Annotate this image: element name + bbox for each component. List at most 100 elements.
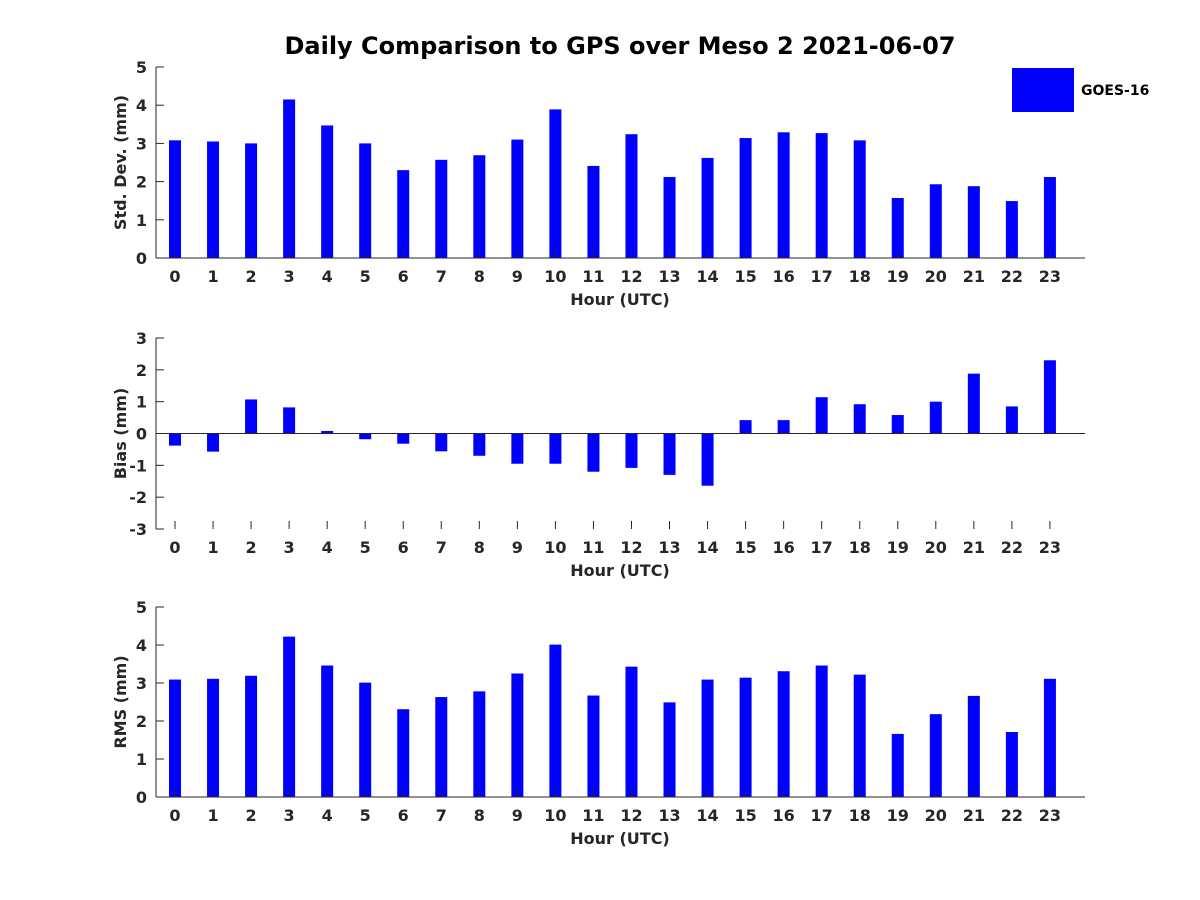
bar-bias-hour-16 [777, 420, 790, 434]
y-axis-label-std-dev: Std. Dev. (mm) [111, 95, 130, 230]
bar-bias-hour-23 [1043, 360, 1056, 434]
x-tick-label: 12 [620, 267, 642, 286]
bar-rms-hour-23 [1043, 678, 1056, 797]
bar-bias-hour-19 [891, 415, 904, 434]
x-tick-label: 0 [169, 267, 180, 286]
bar-rms-hour-0 [169, 679, 181, 797]
bar-std-dev-hour-8 [473, 155, 486, 258]
x-tick-label: 21 [963, 538, 985, 557]
bar-rms-hour-13 [663, 702, 676, 797]
bar-std-dev-hour-7 [435, 159, 448, 258]
bar-std-dev-hour-19 [891, 198, 904, 258]
x-tick-label: 14 [696, 538, 718, 557]
bar-rms-hour-14 [701, 679, 714, 797]
x-tick-label: 20 [925, 538, 947, 557]
bar-rms-hour-3 [283, 636, 296, 797]
y-tick-label: -1 [129, 456, 147, 475]
y-tick-label: 0 [136, 788, 147, 807]
x-tick-label: 10 [544, 267, 566, 286]
x-tick-label: 17 [811, 267, 833, 286]
bar-std-dev-hour-21 [967, 186, 980, 258]
x-tick-label: 10 [544, 806, 566, 825]
x-tick-label: 14 [696, 806, 718, 825]
y-tick-label: 4 [136, 636, 147, 655]
x-tick-label: 7 [436, 267, 447, 286]
bar-std-dev-hour-18 [853, 140, 866, 258]
bar-bias-hour-1 [207, 433, 220, 452]
bar-std-dev-hour-16 [777, 132, 790, 258]
bar-bias-hour-7 [435, 433, 448, 452]
y-tick-label: 1 [136, 393, 147, 412]
y-tick-label: 2 [136, 173, 147, 192]
y-tick-label: 0 [136, 249, 147, 268]
x-tick-label: 2 [246, 267, 257, 286]
x-tick-label: 1 [207, 267, 218, 286]
x-tick-label: 6 [398, 538, 409, 557]
bar-rms-hour-22 [1005, 732, 1018, 797]
bar-rms-hour-5 [359, 682, 372, 797]
bar-std-dev-hour-3 [283, 99, 296, 258]
y-tick-label: 4 [136, 96, 147, 115]
x-tick-label: 21 [963, 806, 985, 825]
bar-rms-hour-6 [397, 709, 410, 797]
y-axis-label-rms: RMS (mm) [111, 655, 130, 748]
x-tick-label: 10 [544, 538, 566, 557]
x-tick-label: 6 [398, 806, 409, 825]
x-tick-label: 11 [582, 806, 604, 825]
bar-bias-hour-18 [853, 404, 866, 434]
bar-rms-hour-4 [321, 665, 334, 797]
bar-bias-hour-17 [815, 397, 828, 434]
bar-std-dev-hour-23 [1043, 177, 1056, 258]
y-axis-label-bias: Bias (mm) [111, 388, 130, 480]
x-tick-label: 4 [322, 538, 333, 557]
x-tick-label: 9 [512, 806, 523, 825]
x-tick-label: 16 [773, 267, 795, 286]
bar-std-dev-hour-2 [245, 143, 258, 258]
x-tick-label: 16 [773, 538, 795, 557]
x-tick-label: 19 [887, 806, 909, 825]
y-tick-label: 1 [136, 750, 147, 769]
x-tick-label: 9 [512, 267, 523, 286]
x-tick-label: 1 [207, 806, 218, 825]
y-tick-label: -2 [129, 488, 147, 507]
bar-std-dev-hour-17 [815, 133, 828, 258]
x-tick-label: 7 [436, 806, 447, 825]
bar-std-dev-hour-4 [321, 125, 334, 258]
x-tick-label: 12 [620, 806, 642, 825]
x-tick-label: 23 [1039, 538, 1061, 557]
bar-std-dev-hour-13 [663, 177, 676, 258]
x-tick-label: 3 [284, 806, 295, 825]
bar-bias-hour-5 [359, 433, 372, 440]
bar-rms-hour-20 [929, 714, 942, 797]
bar-bias-hour-14 [701, 433, 714, 486]
bar-bias-hour-3 [283, 407, 296, 434]
x-tick-label: 16 [773, 806, 795, 825]
y-tick-label: 1 [136, 211, 147, 230]
x-tick-label: 9 [512, 538, 523, 557]
y-tick-label: -3 [129, 520, 147, 539]
bar-bias-hour-8 [473, 433, 486, 456]
bar-rms-hour-10 [549, 644, 562, 797]
bar-rms-hour-17 [815, 665, 828, 797]
bar-bias-hour-20 [929, 401, 942, 434]
y-tick-label: 3 [136, 674, 147, 693]
bar-std-dev-hour-20 [929, 184, 942, 258]
x-tick-label: 18 [849, 267, 871, 286]
bar-bias-hour-9 [511, 433, 524, 464]
x-tick-label: 23 [1039, 806, 1061, 825]
x-axis-label-rms: Hour (UTC) [570, 829, 670, 848]
x-tick-label: 13 [658, 806, 680, 825]
bar-std-dev-hour-0 [169, 140, 181, 258]
x-tick-label: 0 [169, 538, 180, 557]
x-tick-label: 2 [246, 538, 257, 557]
legend: GOES-16 [1012, 68, 1149, 112]
y-tick-label: 2 [136, 712, 147, 731]
y-tick-label: 0 [136, 425, 147, 444]
bar-rms-hour-11 [587, 695, 600, 797]
bar-std-dev-hour-11 [587, 165, 600, 258]
bar-bias-hour-10 [549, 433, 562, 464]
x-tick-label: 11 [582, 267, 604, 286]
